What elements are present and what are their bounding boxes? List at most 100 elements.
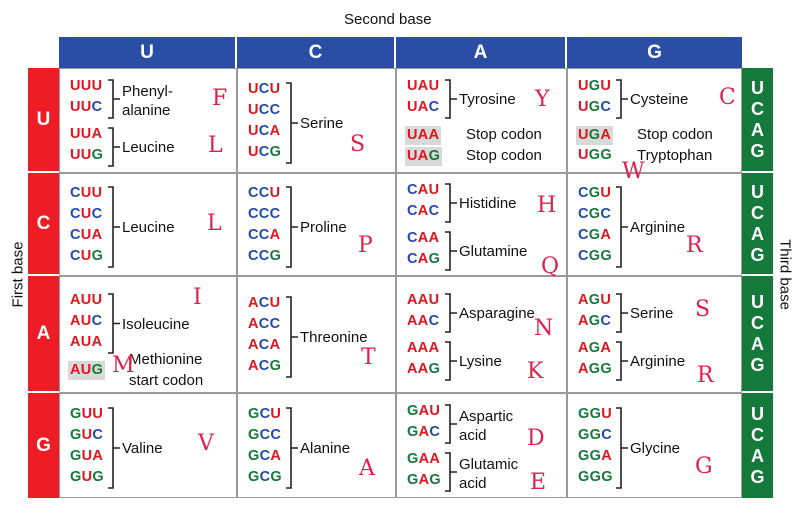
codon-base: C xyxy=(428,98,440,115)
amino-acid-letter: R xyxy=(686,233,703,258)
first-base-U: U xyxy=(28,68,59,171)
codon: CGC xyxy=(578,206,611,223)
codon-base: G xyxy=(407,471,419,488)
codon: UUG xyxy=(70,147,103,164)
bracket xyxy=(616,78,628,119)
codon-cell-GA xyxy=(396,393,567,498)
codon-base: G xyxy=(601,468,613,485)
codon-base: G xyxy=(248,447,260,464)
codon-base: U xyxy=(91,291,103,308)
codon-base: U xyxy=(270,405,282,422)
codon-base: U xyxy=(407,147,418,164)
codon-base: U xyxy=(407,126,418,143)
codon-base: A xyxy=(429,450,441,467)
codon: UCA xyxy=(248,123,280,140)
codon-base: A xyxy=(417,312,429,329)
bracket xyxy=(286,81,298,164)
third-base-U: U xyxy=(751,403,764,424)
codon-base: C xyxy=(248,184,259,201)
bracket xyxy=(616,292,628,333)
codon-base: G xyxy=(588,126,601,143)
codon: CUG xyxy=(70,248,103,265)
codon-base: G xyxy=(70,426,82,443)
codon-base: U xyxy=(407,77,418,94)
codon-base: G xyxy=(600,247,612,264)
codon-base: G xyxy=(269,143,282,160)
codon-base: U xyxy=(248,101,259,118)
codon-cell-CC xyxy=(237,173,396,276)
amino-acid-label: Leucine xyxy=(122,219,175,236)
codon: GUC xyxy=(70,427,103,444)
codon-cell-CA xyxy=(396,173,567,276)
codon-base: C xyxy=(270,426,282,443)
codon-base: G xyxy=(578,405,590,422)
codon-base: G xyxy=(248,405,260,422)
codon-base: C xyxy=(258,184,270,201)
codon-base: A xyxy=(70,333,81,350)
codon: ACA xyxy=(248,337,280,354)
codon-base: C xyxy=(600,205,612,222)
codon: CCU xyxy=(248,185,280,202)
second-base-header-U: U xyxy=(59,37,235,68)
codon-base: A xyxy=(269,226,281,243)
second-base-header-G: G xyxy=(567,37,742,68)
codon-base: G xyxy=(589,405,602,422)
codon-base: U xyxy=(91,184,103,201)
codon-base: C xyxy=(578,226,589,243)
codon-base: A xyxy=(417,339,429,356)
codon-base: G xyxy=(588,184,601,201)
bracket xyxy=(445,230,457,271)
codon: UGU xyxy=(578,78,611,95)
amino-acid-letter: S xyxy=(350,132,366,157)
codon: GCU xyxy=(248,406,281,423)
codon-base: U xyxy=(70,98,81,115)
codon-base: C xyxy=(407,181,418,198)
codon: GUG xyxy=(70,469,104,486)
codon-base: U xyxy=(80,291,92,308)
codon-base: C xyxy=(258,226,270,243)
bracket xyxy=(445,292,457,333)
bracket xyxy=(616,340,628,381)
amino-acid-letter: L xyxy=(207,211,222,236)
codon-base: U xyxy=(70,146,81,163)
codon: ACC xyxy=(248,316,280,333)
amino-acid-label: Aspartic xyxy=(459,407,514,425)
codon: GAA xyxy=(407,451,440,468)
codon: GCC xyxy=(248,427,281,444)
codon-base: U xyxy=(81,405,93,422)
amino-acid-label: Serine xyxy=(300,115,344,132)
codon: AGA xyxy=(578,340,611,357)
amino-acid-label: Glutamine xyxy=(459,243,528,260)
codon-base: U xyxy=(578,98,589,115)
codon-base: G xyxy=(588,205,601,222)
codon-base: U xyxy=(428,181,440,198)
codon: CGA xyxy=(578,227,611,244)
codon-base: G xyxy=(588,77,601,94)
codon-base: C xyxy=(578,247,589,264)
amino-acid-label: acid xyxy=(459,474,487,492)
second-base-header-C: C xyxy=(237,37,394,68)
codon-base: U xyxy=(80,184,92,201)
codon-base: A xyxy=(417,202,429,219)
codon: UAU xyxy=(407,78,439,95)
codon-base: U xyxy=(70,125,81,142)
third-base-G: G xyxy=(750,244,765,265)
codon-base: U xyxy=(578,146,589,163)
codon: UGC xyxy=(578,99,611,116)
codon-base: A xyxy=(269,336,281,353)
codon-cell-UG xyxy=(567,68,742,173)
third-base-C: C xyxy=(751,98,764,119)
codon-base: A xyxy=(248,336,259,353)
codon-base: C xyxy=(578,184,589,201)
codon: CCG xyxy=(248,248,281,265)
codon: ACU xyxy=(248,295,280,312)
codon-base: C xyxy=(258,101,270,118)
codon-base: U xyxy=(269,184,281,201)
codon-base: U xyxy=(80,205,92,222)
codon-base: C xyxy=(600,98,612,115)
codon-base: C xyxy=(258,294,270,311)
codon-base: A xyxy=(417,360,429,377)
codon: UCU xyxy=(248,81,280,98)
bracket xyxy=(108,126,120,167)
